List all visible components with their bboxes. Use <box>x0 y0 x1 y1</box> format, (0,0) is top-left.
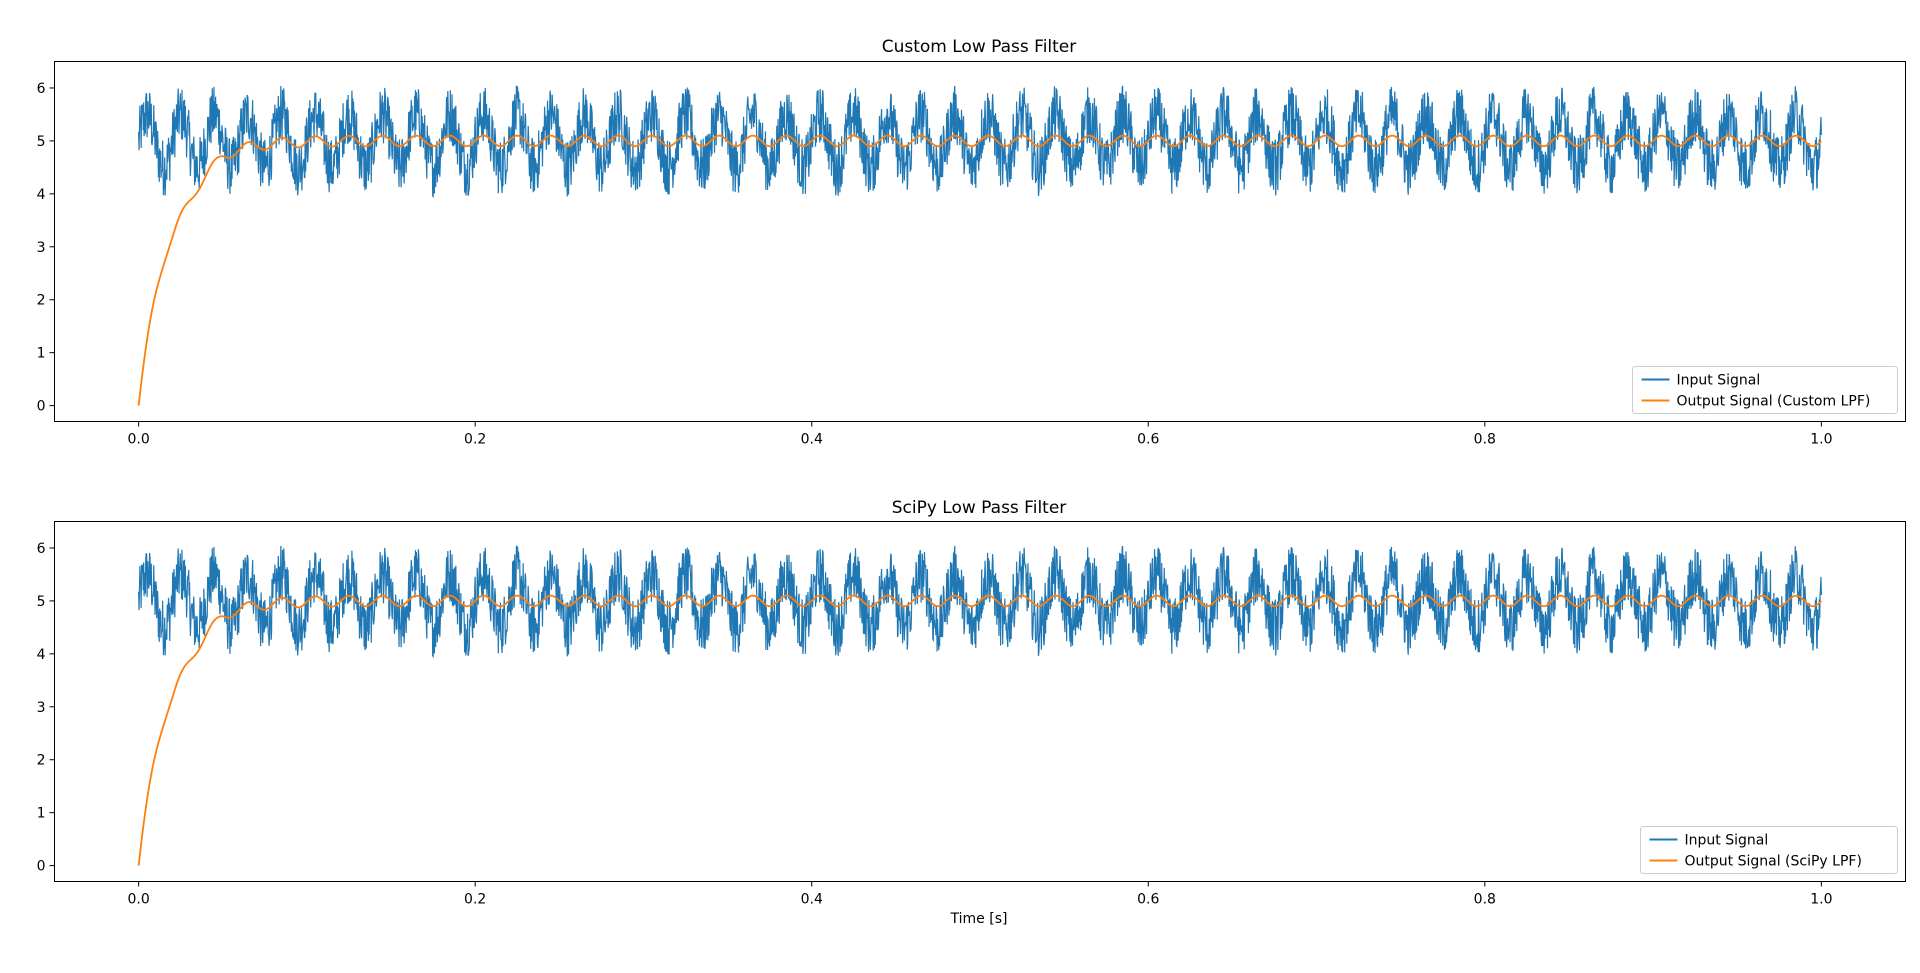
y-tick-label: 3 <box>37 240 46 256</box>
x-tick-label: 1.0 <box>1810 432 1832 448</box>
x-tick-label: 0.8 <box>1474 432 1496 448</box>
x-tick-label: 0.6 <box>1137 432 1159 448</box>
legend-box <box>1640 826 1898 874</box>
output-signal-line <box>137 134 1822 406</box>
legend-label: Output Signal (Custom LPF) <box>1677 394 1871 410</box>
x-tick-label: 1.0 <box>1810 892 1832 908</box>
legend: Input Signal Output Signal (Custom LPF) <box>1632 366 1898 414</box>
y-tick-label: 4 <box>37 647 46 663</box>
axes-frame <box>54 61 1906 422</box>
y-tick-label: 0 <box>37 859 46 875</box>
x-tick-label: 0.2 <box>464 432 486 448</box>
plot-area <box>137 544 1822 866</box>
y-tick-label: 2 <box>37 753 46 769</box>
legend: Input Signal Output Signal (SciPy LPF) <box>1640 826 1898 874</box>
y-axis-ticks: 0 1 2 3 4 5 6 <box>37 81 55 415</box>
y-tick-label: 6 <box>37 81 46 97</box>
subplot-title: SciPy Low Pass Filter <box>892 498 1067 518</box>
y-tick-label: 1 <box>37 346 46 362</box>
plot-area <box>137 84 1822 406</box>
x-tick-label: 0.0 <box>128 432 150 448</box>
y-tick-label: 0 <box>37 399 46 415</box>
y-tick-label: 6 <box>37 541 46 557</box>
legend-box <box>1632 366 1898 414</box>
legend-label: Input Signal <box>1685 833 1769 849</box>
x-axis-ticks: 0.0 0.2 0.4 0.6 0.8 1.0 <box>128 881 1832 908</box>
y-tick-label: 2 <box>37 293 46 309</box>
x-axis-label: Time [s] <box>950 911 1008 927</box>
x-tick-label: 0.0 <box>128 892 150 908</box>
y-tick-label: 4 <box>37 187 46 203</box>
axes-frame <box>54 521 1906 882</box>
x-tick-label: 0.8 <box>1474 892 1496 908</box>
y-tick-label: 5 <box>37 594 46 610</box>
x-tick-label: 0.4 <box>801 892 823 908</box>
y-tick-label: 3 <box>37 700 46 716</box>
y-tick-label: 5 <box>37 134 46 150</box>
x-axis-ticks: 0.0 0.2 0.4 0.6 0.8 1.0 <box>128 421 1832 448</box>
y-tick-label: 1 <box>37 806 46 822</box>
x-tick-label: 0.2 <box>464 892 486 908</box>
x-tick-label: 0.6 <box>1137 892 1159 908</box>
subplot-custom-lpf: Custom Low Pass Filter 0 1 2 3 4 5 6 0.0 0.2 0.4… <box>37 37 1906 448</box>
output-signal-line <box>137 594 1822 866</box>
x-tick-label: 0.4 <box>801 432 823 448</box>
legend-label: Output Signal (SciPy LPF) <box>1685 854 1862 870</box>
legend-label: Input Signal <box>1677 373 1761 389</box>
input-signal-line <box>138 84 1822 199</box>
input-signal-line <box>138 544 1822 659</box>
subplot-title: Custom Low Pass Filter <box>882 37 1077 57</box>
y-axis-ticks: 0 1 2 3 4 5 6 <box>37 541 55 875</box>
